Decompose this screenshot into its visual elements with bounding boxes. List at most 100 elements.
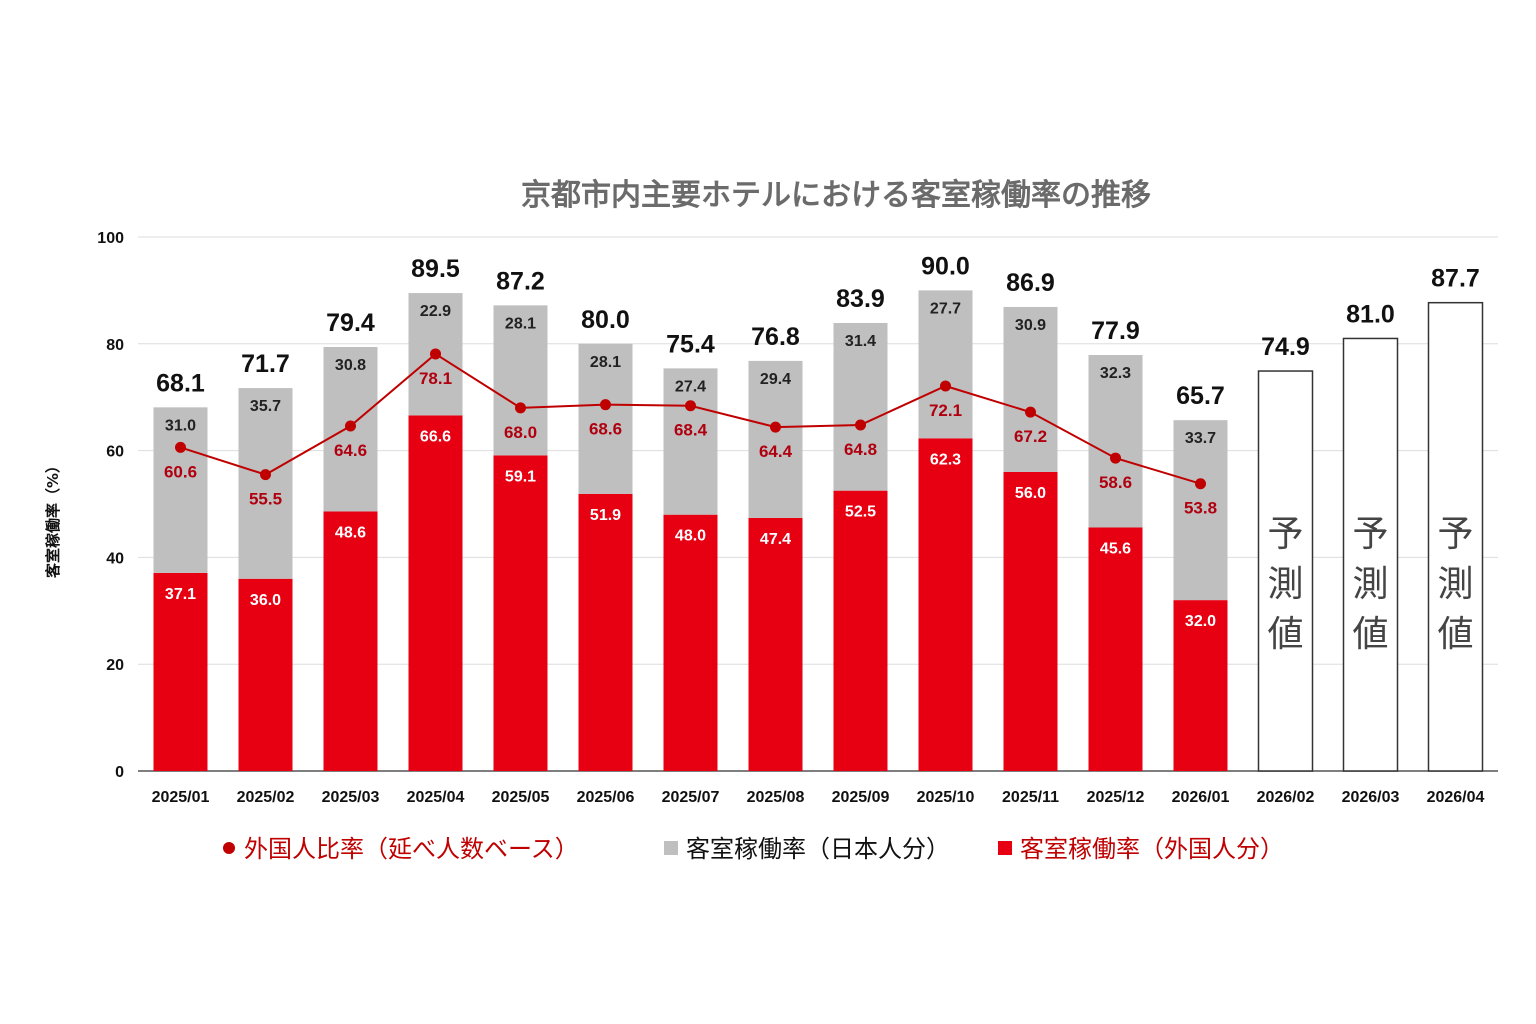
x-tick-label: 2025/08 xyxy=(747,789,805,806)
x-tick-label: 2025/05 xyxy=(492,789,550,806)
data-label-foreign: 36.0 xyxy=(250,592,281,609)
forecast-label: 予 xyxy=(1267,514,1303,555)
bar-foreign xyxy=(748,517,803,771)
bar-japanese xyxy=(1003,306,1058,472)
data-label-ratio: 55.5 xyxy=(249,490,282,509)
bar-japanese xyxy=(748,360,803,518)
ratio-point xyxy=(940,380,951,392)
total-label: 87.2 xyxy=(496,267,545,295)
data-label-japanese: 31.4 xyxy=(845,333,876,350)
y-tick-label: 60 xyxy=(106,444,124,461)
legend-marker-circle xyxy=(223,842,235,854)
data-label-japanese: 27.7 xyxy=(930,300,961,317)
total-label: 77.9 xyxy=(1091,317,1140,345)
legend-label: 客室稼働率（外国人分） xyxy=(1020,835,1284,863)
x-tick-label: 2025/07 xyxy=(662,789,720,806)
bar-foreign xyxy=(833,490,888,771)
legend: 外国人比率（延べ人数ベース） 客室稼働率（日本人分） 客室稼働率（外国人分） xyxy=(223,835,1284,863)
legend-marker-square xyxy=(664,841,678,855)
bar-foreign xyxy=(578,493,633,771)
x-tick-label: 2025/01 xyxy=(152,789,210,806)
legend-label: 外国人比率（延べ人数ベース） xyxy=(244,835,579,863)
total-label: 68.1 xyxy=(156,369,205,397)
ratio-point xyxy=(515,402,526,414)
y-tick-label: 100 xyxy=(97,230,124,247)
data-label-ratio: 68.4 xyxy=(674,421,708,440)
ratio-line: 60.6 55.5 64.6 78.1 68.0 68.6 68.4 64.4 64.8 72.1… xyxy=(164,348,1217,518)
data-label-foreign: 51.9 xyxy=(590,507,621,524)
chart-title: 京都市内主要ホテルにおける客室稼働率の推移 xyxy=(521,178,1151,213)
bar-foreign xyxy=(238,578,293,771)
data-label-ratio: 64.4 xyxy=(759,442,793,461)
ratio-point xyxy=(345,420,356,432)
data-label-ratio: 67.2 xyxy=(1014,427,1047,446)
forecast-label: 値 xyxy=(1352,614,1388,655)
data-label-foreign: 45.6 xyxy=(1100,540,1131,557)
forecast-label: 測 xyxy=(1267,564,1303,605)
ratio-point xyxy=(1110,452,1121,464)
data-label-japanese: 31.0 xyxy=(165,417,196,434)
data-label-foreign: 56.0 xyxy=(1015,485,1046,502)
total-label: 71.7 xyxy=(241,350,290,378)
data-label-ratio: 60.6 xyxy=(164,462,197,481)
x-tick-label: 2025/06 xyxy=(577,789,635,806)
total-label: 90.0 xyxy=(921,252,970,280)
bar-foreign xyxy=(153,572,208,771)
total-label: 75.4 xyxy=(666,330,715,358)
data-label-foreign: 62.3 xyxy=(930,451,961,468)
forecast-label: 値 xyxy=(1267,614,1303,655)
data-label-ratio: 64.8 xyxy=(844,440,877,459)
total-label: 81.0 xyxy=(1346,300,1395,328)
ratio-point xyxy=(1025,406,1036,418)
forecast-label: 予 xyxy=(1352,514,1388,555)
data-label-ratio: 78.1 xyxy=(419,369,452,388)
data-label-foreign: 59.1 xyxy=(505,468,536,485)
ratio-point xyxy=(855,419,866,431)
x-tick-label: 2026/03 xyxy=(1342,789,1400,806)
x-tick-label: 2026/02 xyxy=(1257,789,1315,806)
data-label-foreign: 37.1 xyxy=(165,586,196,603)
bar-foreign xyxy=(918,438,973,771)
bar-japanese xyxy=(663,368,718,515)
bar-forecast xyxy=(1342,337,1399,772)
data-label-ratio: 58.6 xyxy=(1099,473,1132,492)
bar-forecast xyxy=(1257,370,1314,772)
forecast-label: 測 xyxy=(1437,564,1473,605)
ratio-point xyxy=(600,399,611,411)
bar-foreign xyxy=(408,415,463,771)
total-label: 76.8 xyxy=(751,323,800,351)
bar-foreign xyxy=(1003,471,1058,771)
x-axis-ticks: 2025/01 2025/02 2025/03 2025/04 2025/05 2025/… xyxy=(152,789,1485,806)
data-label-ratio: 53.8 xyxy=(1184,499,1217,518)
data-label-japanese: 35.7 xyxy=(250,398,281,415)
data-label-foreign: 48.0 xyxy=(675,528,706,545)
total-label: 74.9 xyxy=(1261,333,1310,361)
x-tick-label: 2025/09 xyxy=(832,789,890,806)
x-tick-label: 2026/01 xyxy=(1172,789,1230,806)
bar-foreign xyxy=(1088,527,1143,771)
legend-marker-square xyxy=(998,841,1012,855)
y-tick-label: 0 xyxy=(115,764,124,781)
ratio-point xyxy=(770,421,781,433)
bars: 37.1 31.0 68.1 36.0 35.7 71.7 48.6 30.8 79.4 66.6… xyxy=(153,252,1484,772)
data-label-ratio: 64.6 xyxy=(334,441,367,460)
data-label-japanese: 29.4 xyxy=(760,371,791,388)
y-tick-label: 20 xyxy=(106,657,124,674)
forecast-label: 測 xyxy=(1352,564,1388,605)
x-tick-label: 2025/12 xyxy=(1087,789,1145,806)
total-label: 65.7 xyxy=(1176,382,1225,410)
total-label: 89.5 xyxy=(411,255,460,283)
data-label-japanese: 30.8 xyxy=(335,357,366,374)
data-label-foreign: 52.5 xyxy=(845,504,876,521)
bar-foreign xyxy=(663,514,718,771)
x-tick-label: 2026/04 xyxy=(1427,789,1485,806)
data-label-ratio: 68.0 xyxy=(504,423,537,442)
data-label-foreign: 48.6 xyxy=(335,524,366,541)
x-tick-label: 2025/11 xyxy=(1002,789,1059,806)
x-tick-label: 2025/03 xyxy=(322,789,380,806)
bar-foreign xyxy=(323,511,378,771)
data-label-japanese: 28.1 xyxy=(505,315,536,332)
total-label: 80.0 xyxy=(581,306,630,334)
bar-japanese xyxy=(153,407,208,573)
